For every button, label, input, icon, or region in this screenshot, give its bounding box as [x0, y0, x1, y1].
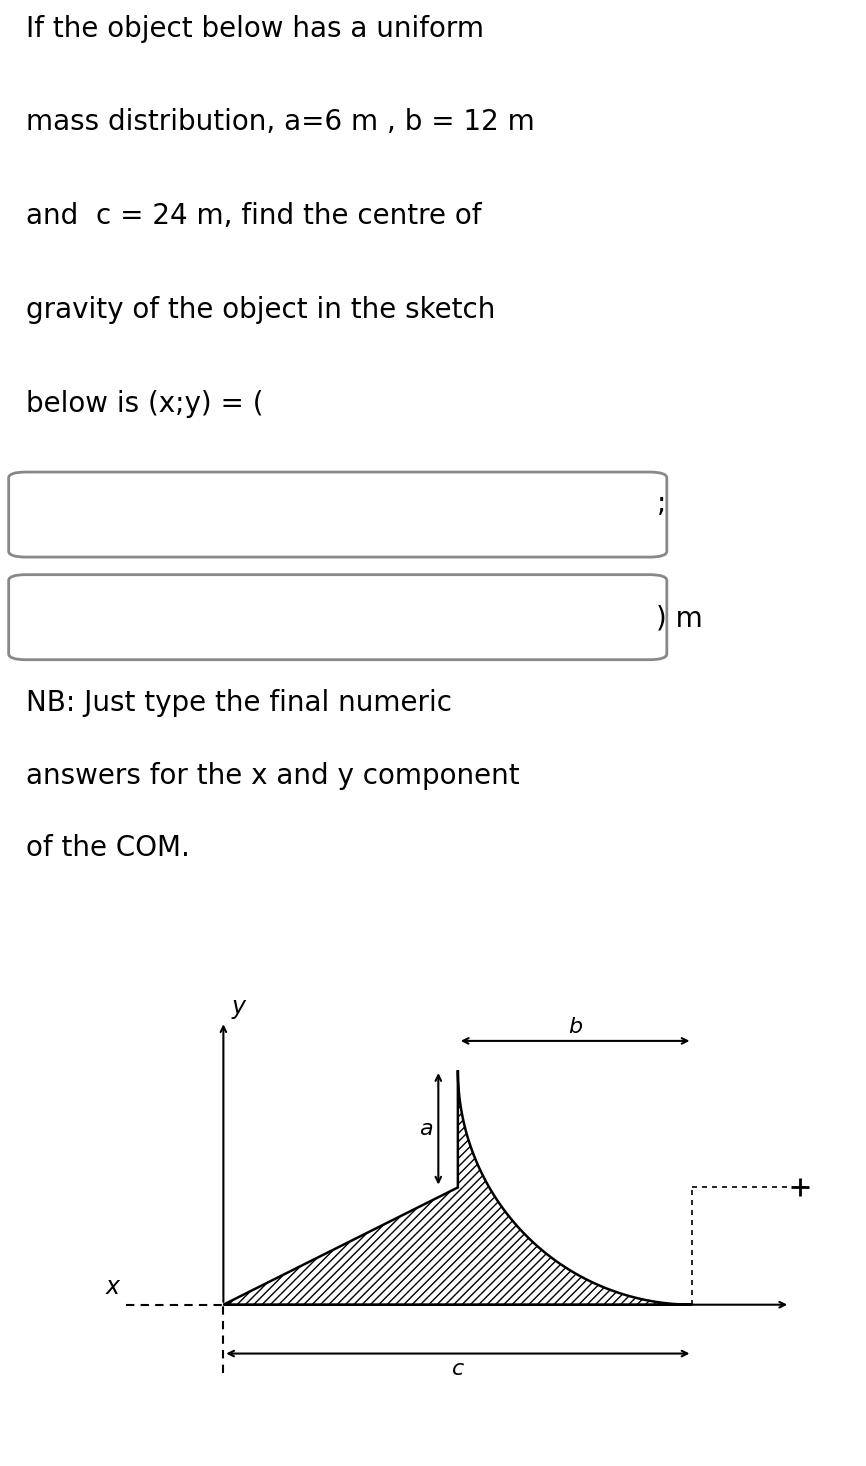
Text: y: y — [231, 995, 245, 1019]
Text: below is (x;y) = (: below is (x;y) = ( — [26, 390, 263, 418]
Text: ;: ; — [656, 490, 666, 519]
Text: and  c = 24 m, find the centre of: and c = 24 m, find the centre of — [26, 202, 481, 230]
Text: c: c — [452, 1359, 464, 1380]
Text: a: a — [419, 1119, 432, 1139]
FancyBboxPatch shape — [9, 472, 667, 557]
FancyBboxPatch shape — [9, 575, 667, 660]
Text: answers for the x and y component: answers for the x and y component — [26, 762, 520, 790]
Text: x: x — [106, 1275, 120, 1299]
Text: NB: Just type the final numeric: NB: Just type the final numeric — [26, 689, 452, 717]
Text: mass distribution, a=6 m , b = 12 m: mass distribution, a=6 m , b = 12 m — [26, 108, 534, 136]
Text: If the object below has a uniform: If the object below has a uniform — [26, 15, 484, 43]
Text: ) m: ) m — [656, 604, 703, 633]
Text: of the COM.: of the COM. — [26, 834, 190, 862]
Text: b: b — [568, 1017, 582, 1036]
Text: gravity of the object in the sketch: gravity of the object in the sketch — [26, 296, 495, 324]
Polygon shape — [223, 1070, 692, 1305]
